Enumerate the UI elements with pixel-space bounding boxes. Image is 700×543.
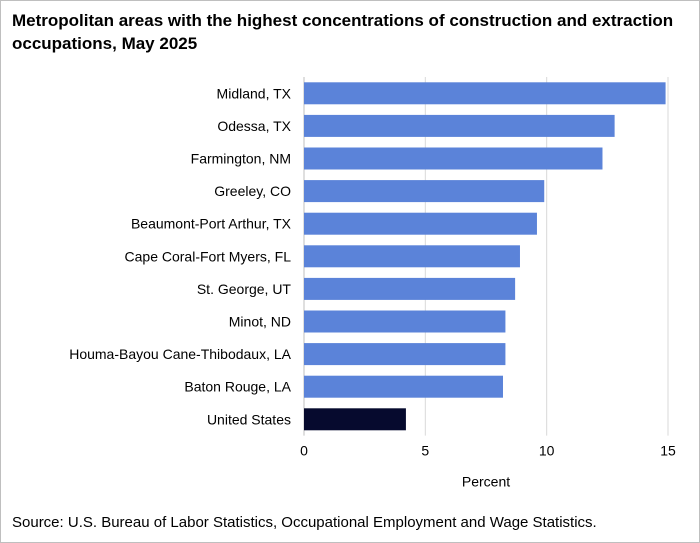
category-label-midland-tx: Midland, TX — [217, 85, 292, 101]
x-axis-title: Percent — [462, 474, 510, 490]
category-label-baton-rouge-la: Baton Rouge, LA — [184, 379, 291, 395]
bar-odessa-tx — [304, 114, 615, 137]
bars — [304, 82, 666, 431]
bar-st-george-ut — [304, 277, 516, 300]
source-note: Source: U.S. Bureau of Labor Statistics,… — [12, 514, 597, 531]
bar-cape-coral-fort-myers-fl — [304, 245, 520, 268]
bar-minot-nd — [304, 310, 506, 333]
bar-midland-tx — [304, 82, 666, 105]
chart-title: Metropolitan areas with the highest conc… — [12, 11, 674, 53]
x-tick-labels: 0 5 10 15 — [300, 443, 676, 459]
category-labels: Midland, TX Odessa, TX Farmington, NM Greel… — [69, 85, 291, 427]
category-label-odessa-tx: Odessa, TX — [217, 118, 291, 134]
category-label-houma-bayou-cane-thibodaux-la: Houma-Bayou Cane-Thibodaux, LA — [69, 346, 291, 362]
x-tick-label-10: 10 — [539, 443, 555, 459]
bar-baton-rouge-la — [304, 375, 503, 398]
x-tick-label-15: 15 — [660, 443, 676, 459]
bar-united-states — [304, 408, 406, 431]
category-label-minot-nd: Minot, ND — [229, 314, 291, 330]
category-label-farmington-nm: Farmington, NM — [191, 151, 291, 167]
category-label-beaumont-port-arthur-tx: Beaumont-Port Arthur, TX — [131, 216, 292, 232]
x-tick-label-0: 0 — [300, 443, 308, 459]
category-label-united-states: United States — [207, 411, 291, 427]
bar-houma-bayou-cane-thibodaux-la — [304, 343, 506, 366]
category-label-greeley-co: Greeley, CO — [214, 183, 291, 199]
bar-beaumont-port-arthur-tx — [304, 212, 537, 235]
bar-greeley-co — [304, 180, 545, 203]
bar-farmington-nm — [304, 147, 603, 170]
category-label-st-george-ut: St. George, UT — [197, 281, 292, 297]
category-label-cape-coral-fort-myers-fl: Cape Coral-Fort Myers, FL — [125, 248, 292, 264]
bar-chart: Midland, TX Odessa, TX Farmington, NM Greel… — [69, 77, 676, 490]
x-tick-label-5: 5 — [421, 443, 429, 459]
